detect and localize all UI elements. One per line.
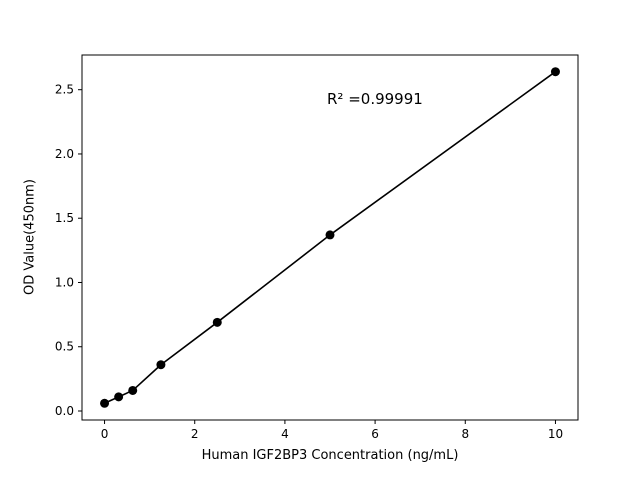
y-axis-label: OD Value(450nm): [22, 179, 38, 295]
data-point: [100, 398, 110, 408]
data-point: [114, 392, 124, 402]
x-tick-label: 2: [191, 427, 199, 441]
y-tick-label: 0.5: [55, 340, 74, 354]
y-tick-label: 1.0: [55, 275, 74, 289]
data-point: [156, 360, 166, 370]
y-tick-label: 1.5: [55, 211, 74, 225]
r-squared-annotation: R² =0.99991: [327, 90, 423, 108]
x-tick-label: 6: [371, 427, 379, 441]
x-tick-label: 0: [101, 427, 109, 441]
y-tick-label: 0.0: [55, 404, 74, 418]
data-point: [550, 67, 560, 77]
x-axis-label: Human IGF2BP3 Concentration (ng/mL): [201, 448, 459, 463]
y-tick-label: 2.0: [55, 147, 74, 161]
y-tick-label: 2.5: [55, 83, 74, 97]
x-tick-label: 10: [548, 427, 563, 441]
data-point: [128, 385, 138, 395]
x-tick-label: 4: [281, 427, 289, 441]
data-point: [212, 317, 222, 327]
axes-box: [81, 54, 579, 421]
x-tick-label: 8: [461, 427, 469, 441]
data-point: [325, 230, 335, 240]
